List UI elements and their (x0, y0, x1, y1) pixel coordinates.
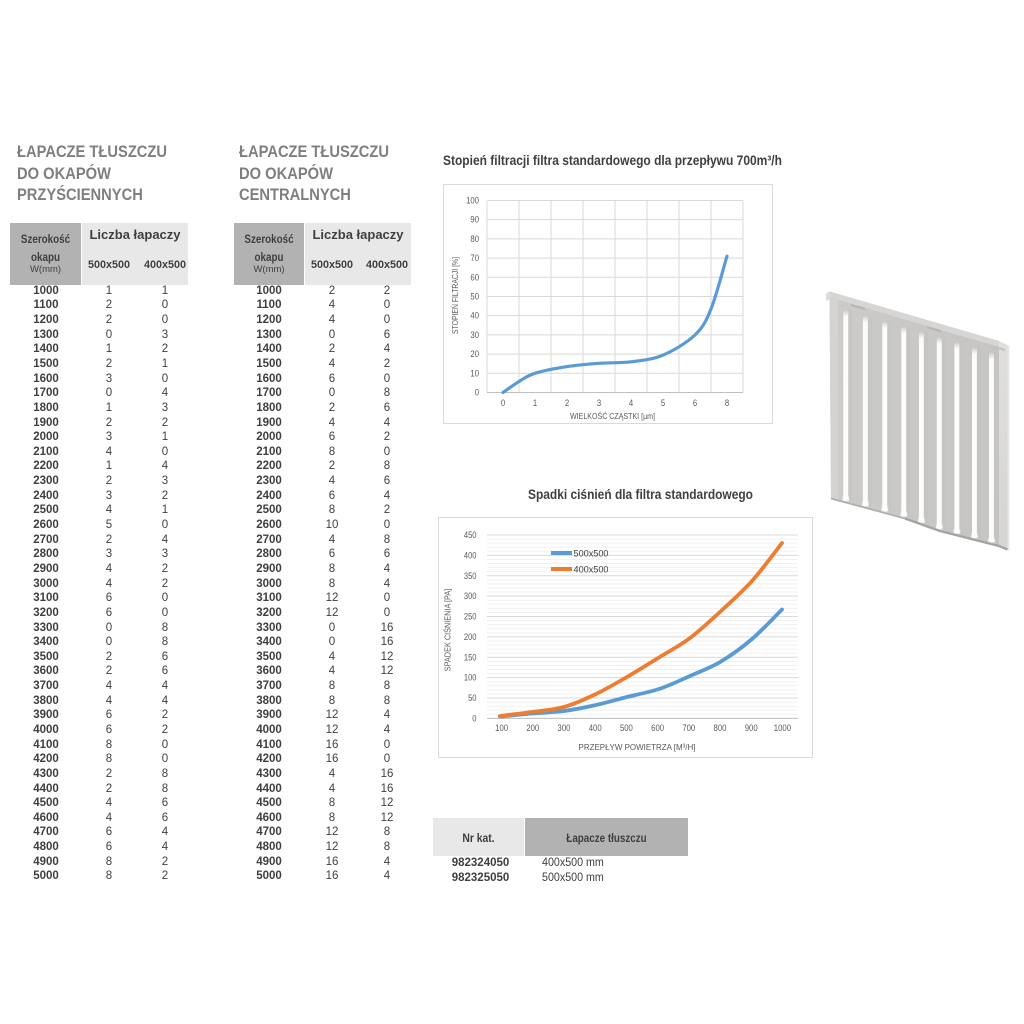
svg-text:0: 0 (475, 388, 479, 398)
svg-text:0: 0 (501, 398, 505, 408)
svg-text:8: 8 (725, 398, 729, 408)
svg-text:150: 150 (464, 652, 477, 662)
svg-text:900: 900 (745, 723, 758, 733)
svg-text:1000: 1000 (774, 723, 791, 733)
svg-text:400: 400 (589, 723, 602, 733)
svg-text:50: 50 (468, 693, 476, 703)
svg-text:600: 600 (651, 723, 664, 733)
svg-text:4: 4 (629, 398, 633, 408)
svg-text:80: 80 (470, 234, 479, 244)
svg-text:2: 2 (565, 398, 569, 408)
svg-text:700: 700 (682, 723, 695, 733)
svg-text:50: 50 (470, 292, 479, 302)
svg-text:10: 10 (470, 368, 479, 378)
svg-text:100: 100 (464, 673, 477, 683)
svg-text:250: 250 (464, 612, 477, 622)
svg-text:500x500: 500x500 (574, 549, 609, 560)
svg-text:350: 350 (464, 571, 477, 581)
svg-text:200: 200 (526, 723, 539, 733)
svg-text:SPADEK CIŚNIENIA [PA]: SPADEK CIŚNIENIA [PA] (442, 589, 453, 672)
svg-text:90: 90 (470, 215, 479, 225)
svg-text:STOPIEŃ FILTRACJI [%]: STOPIEŃ FILTRACJI [%] (450, 257, 460, 334)
svg-text:PRZEPŁYW POWIETRZA [M³/H]: PRZEPŁYW POWIETRZA [M³/H] (579, 742, 696, 752)
svg-text:5: 5 (661, 398, 665, 408)
svg-text:400: 400 (464, 550, 477, 560)
svg-text:60: 60 (470, 272, 479, 282)
svg-text:400x500: 400x500 (574, 565, 609, 576)
svg-text:1: 1 (533, 398, 537, 408)
svg-text:WIELKOŚĆ CZĄSTKI [µm]: WIELKOŚĆ CZĄSTKI [µm] (570, 410, 655, 421)
svg-text:100: 100 (495, 723, 508, 733)
svg-text:300: 300 (464, 591, 477, 601)
svg-text:3: 3 (597, 398, 601, 408)
svg-text:300: 300 (558, 723, 571, 733)
svg-text:20: 20 (470, 349, 479, 359)
svg-text:40: 40 (470, 311, 479, 321)
svg-text:200: 200 (464, 632, 477, 642)
svg-text:6: 6 (693, 398, 697, 408)
svg-text:450: 450 (464, 530, 477, 540)
svg-text:30: 30 (470, 330, 479, 340)
svg-text:500: 500 (620, 723, 633, 733)
svg-text:100: 100 (466, 196, 479, 206)
svg-text:800: 800 (714, 723, 727, 733)
svg-text:70: 70 (470, 253, 479, 263)
svg-text:0: 0 (472, 713, 476, 723)
